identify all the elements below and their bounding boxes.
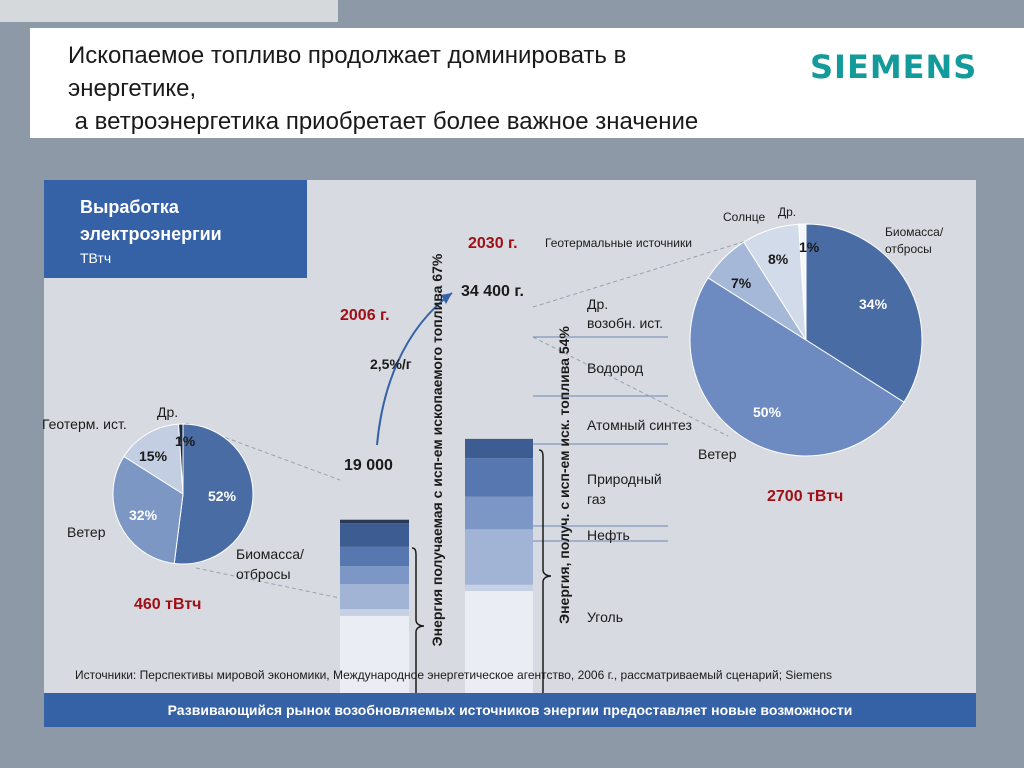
brace-label-2006: Энергия получаемая с исп-ем ископаемого … <box>429 253 445 647</box>
bar-segment <box>340 584 409 610</box>
pie-2030-label-wind: 50% <box>753 404 782 420</box>
legend-gas-l2: газ <box>587 491 606 507</box>
title-line-3: а ветроэнергетика приобретает более важн… <box>68 108 699 135</box>
footer-bar: Развивающийся рынок возобновляемых источ… <box>44 693 976 727</box>
pie-2030-name-other: Др. <box>778 205 797 219</box>
pie-slice <box>798 223 807 341</box>
pie-2030 <box>689 223 923 457</box>
pie-2030-name-wind: Ветер <box>698 446 737 462</box>
pie-2006-name-biomass-l1: Биомасса/ <box>236 546 304 562</box>
bar-segment <box>465 529 533 585</box>
pie-2006-name-wind: Ветер <box>67 524 106 540</box>
pie-2030-label-biomass: 34% <box>859 296 888 312</box>
growth-arrow <box>376 292 453 446</box>
panel-title-line1: Выработка <box>80 197 179 217</box>
bar-segment <box>465 438 533 459</box>
legend-oil: Нефть <box>587 527 630 543</box>
year-label-2006: 2006 г. <box>340 307 390 324</box>
pie-2006-name-biomass-l2: отбросы <box>236 566 291 582</box>
bar-segment <box>340 609 409 616</box>
panel-title-box: Выработка электроэнергии ТВтч <box>44 180 307 278</box>
pie-2006 <box>112 423 254 565</box>
pie-2006-label-wind: 32% <box>129 507 158 523</box>
legend-nuclear: Атомный синтез <box>587 417 692 433</box>
footer-message: Развивающийся рынок возобновляемых источ… <box>167 702 853 718</box>
growth-arrowhead <box>441 293 452 304</box>
pie-slice <box>123 423 184 495</box>
bar-segment <box>465 584 533 591</box>
bar-segment <box>340 566 409 585</box>
siemens-logo: SIEMENS <box>810 48 978 86</box>
top-right-strip <box>346 0 1024 22</box>
sources-note: Источники: Перспективы мировой экономики… <box>75 668 833 682</box>
pie-slice <box>805 223 923 403</box>
connector-line <box>185 422 341 481</box>
legend-gas-l1: Природный <box>587 471 662 487</box>
brace-2030 <box>538 449 552 699</box>
top-left-strip <box>0 0 338 22</box>
pie-2030-label-other: 1% <box>799 239 820 255</box>
pie-2030-name-solar: Солнце <box>723 210 766 224</box>
pie-slice <box>173 423 254 565</box>
connector-line <box>195 567 341 599</box>
pie-2030-label-solar: 8% <box>768 251 789 267</box>
connector-line <box>532 336 729 437</box>
brace-label-2030: Энергия, получ. с исп-ем иск. топлива 54… <box>556 326 572 624</box>
bar-segment <box>340 615 409 695</box>
pie-2030-name-biomass-l2: отбросы <box>885 242 932 256</box>
bar-segment <box>340 523 409 547</box>
bar-2030-total: 34 400 г. <box>461 283 524 300</box>
pie-2006-label-geotherm: 15% <box>139 448 168 464</box>
connector-line <box>532 227 789 308</box>
year-label-2030: 2030 г. <box>468 235 518 252</box>
pie-2006-label-biomass: 52% <box>208 488 237 504</box>
bar-segment <box>340 519 409 524</box>
title-line-1: Ископаемое топливо продолжает доминирова… <box>68 42 627 69</box>
pie-2030-total: 2700 тВтч <box>767 488 844 505</box>
bar-segment <box>340 546 409 567</box>
pie-2030-name-biomass-l1: Биомасса/ <box>885 225 944 239</box>
stacked-bars <box>340 438 533 695</box>
bar-segment <box>465 590 533 695</box>
pie-slice <box>178 423 184 495</box>
legend-coal: Уголь <box>587 609 624 625</box>
pie-2006-name-other: Др. <box>157 404 179 420</box>
pie-slice <box>689 277 905 457</box>
pie-2006-label-other: 1% <box>175 433 196 449</box>
panel-title-line2: электроэнергии <box>80 224 222 244</box>
growth-rate-label: 2,5%/г <box>370 356 412 372</box>
panel-unit: ТВтч <box>80 250 112 266</box>
pie-2006-total: 460 тВтч <box>134 596 202 613</box>
title-line-2: энергетике, <box>68 75 197 102</box>
pie-2030-label-geotherm: 7% <box>731 275 752 291</box>
bar-2006-total: 19 000 <box>344 457 393 474</box>
bar-segment <box>465 496 533 530</box>
legend-other-renew-l2: возобн. ист. <box>587 315 664 331</box>
bar-segment <box>465 458 533 497</box>
pie-2030-name-geotherm: Геотермальные источники <box>545 236 692 250</box>
legend-hydrogen: Водород <box>587 360 644 376</box>
slide-header: Ископаемое топливо продолжает доминирова… <box>30 28 1024 138</box>
legend-other-renew-l1: Др. <box>587 296 609 312</box>
pie-2006-name-geotherm: Геотерм. ист. <box>42 416 127 432</box>
